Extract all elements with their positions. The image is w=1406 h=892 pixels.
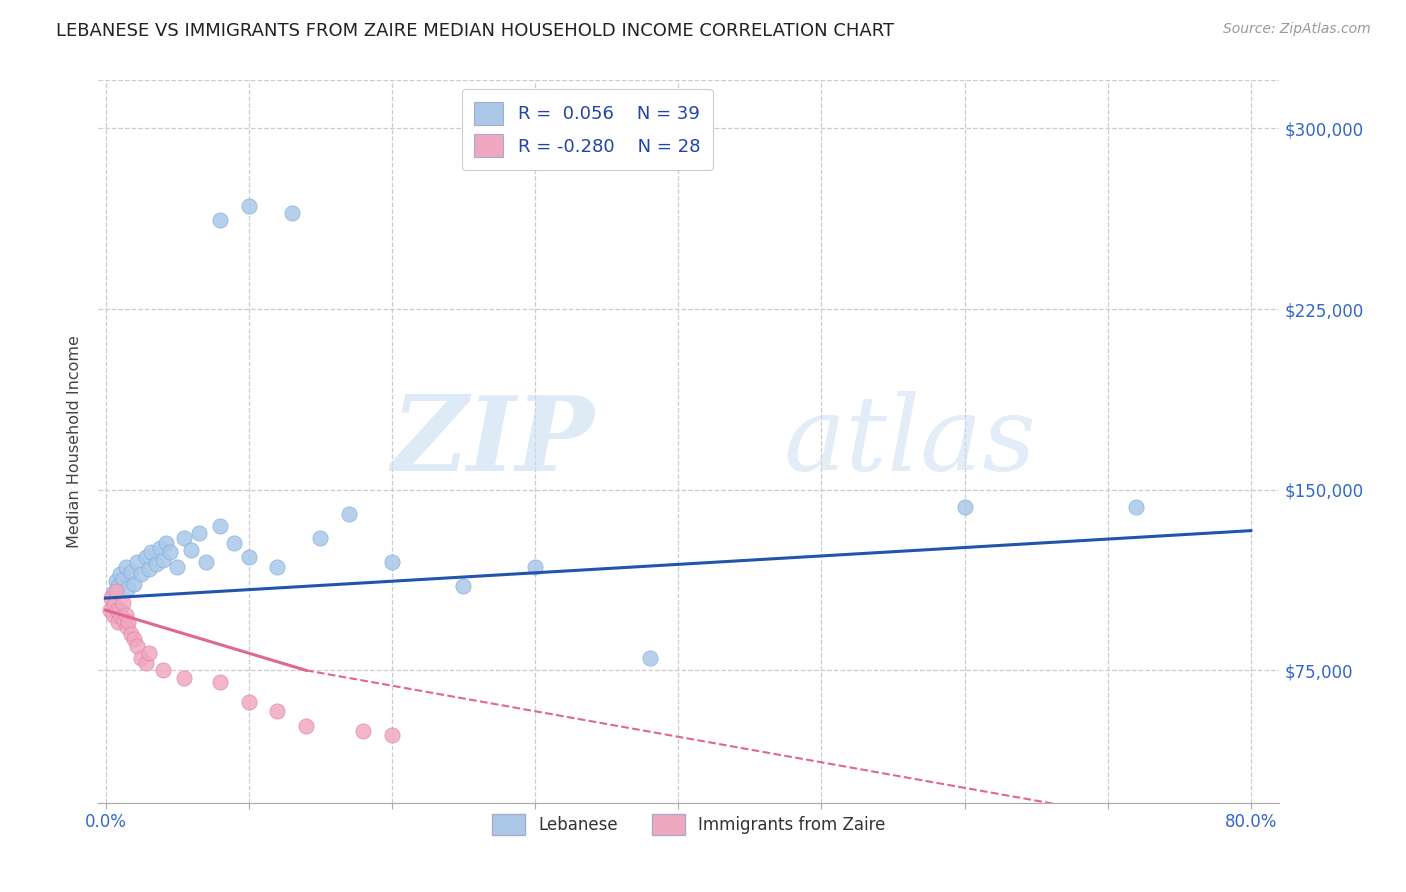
Point bbox=[638, 651, 661, 665]
Point bbox=[104, 583, 127, 598]
Point bbox=[117, 615, 139, 630]
Point bbox=[453, 579, 475, 593]
Point bbox=[209, 519, 232, 533]
Point bbox=[295, 719, 318, 733]
Point bbox=[120, 627, 142, 641]
Point bbox=[173, 671, 195, 685]
Point bbox=[107, 579, 129, 593]
Point bbox=[238, 550, 260, 565]
Point bbox=[352, 723, 374, 738]
Point bbox=[131, 567, 153, 582]
Point bbox=[104, 574, 127, 589]
Point bbox=[117, 582, 139, 596]
Point bbox=[101, 607, 124, 622]
Legend: Lebanese, Immigrants from Zaire: Lebanese, Immigrants from Zaire bbox=[485, 808, 893, 841]
Point bbox=[209, 213, 232, 227]
Point bbox=[145, 558, 167, 572]
Point bbox=[266, 559, 288, 574]
Point bbox=[111, 572, 134, 586]
Point bbox=[152, 664, 174, 678]
Point bbox=[1125, 500, 1147, 514]
Point bbox=[224, 535, 246, 549]
Point bbox=[149, 541, 172, 555]
Point bbox=[105, 603, 128, 617]
Y-axis label: Median Household Income: Median Household Income bbox=[67, 335, 83, 548]
Point bbox=[100, 591, 122, 606]
Point bbox=[309, 531, 332, 545]
Point bbox=[173, 531, 195, 545]
Point bbox=[152, 552, 174, 566]
Text: Source: ZipAtlas.com: Source: ZipAtlas.com bbox=[1223, 22, 1371, 37]
Point bbox=[120, 565, 142, 579]
Point bbox=[111, 596, 134, 610]
Text: LEBANESE VS IMMIGRANTS FROM ZAIRE MEDIAN HOUSEHOLD INCOME CORRELATION CHART: LEBANESE VS IMMIGRANTS FROM ZAIRE MEDIAN… bbox=[56, 22, 894, 40]
Point bbox=[107, 615, 129, 630]
Point bbox=[280, 206, 302, 220]
Point bbox=[266, 704, 288, 718]
Point bbox=[238, 198, 260, 212]
Point bbox=[110, 610, 132, 624]
Point bbox=[98, 603, 121, 617]
Point bbox=[115, 620, 138, 634]
Point bbox=[108, 603, 131, 617]
Point bbox=[125, 555, 148, 569]
Point bbox=[194, 555, 217, 569]
Point bbox=[125, 639, 148, 653]
Point bbox=[108, 567, 131, 582]
Text: ZIP: ZIP bbox=[391, 391, 595, 492]
Point bbox=[138, 647, 160, 661]
Point bbox=[112, 613, 135, 627]
Point bbox=[166, 559, 188, 574]
Point bbox=[524, 559, 547, 574]
Point bbox=[135, 656, 157, 670]
Point bbox=[238, 695, 260, 709]
Point bbox=[180, 542, 202, 557]
Point bbox=[155, 535, 177, 549]
Point bbox=[135, 550, 157, 565]
Point bbox=[101, 586, 124, 600]
Point bbox=[159, 545, 181, 559]
Point bbox=[114, 559, 136, 574]
Point bbox=[103, 599, 125, 613]
Point bbox=[187, 526, 209, 541]
Point bbox=[337, 507, 360, 521]
Point bbox=[122, 576, 145, 591]
Point bbox=[131, 651, 153, 665]
Point bbox=[122, 632, 145, 646]
Point bbox=[953, 500, 976, 514]
Text: atlas: atlas bbox=[783, 391, 1036, 492]
Point bbox=[138, 562, 160, 576]
Point bbox=[381, 555, 404, 569]
Point bbox=[381, 728, 404, 742]
Point bbox=[114, 607, 136, 622]
Point bbox=[209, 675, 232, 690]
Point bbox=[141, 545, 163, 559]
